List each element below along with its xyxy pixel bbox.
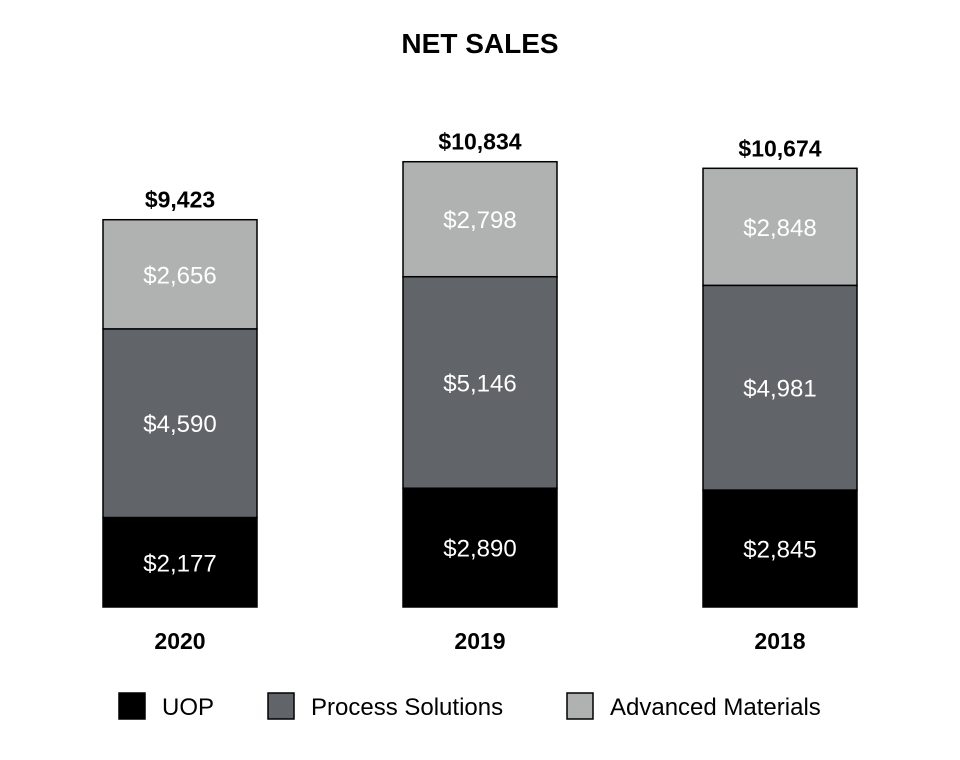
legend-label-advanced-materials: Advanced Materials xyxy=(610,694,821,721)
x-tick-label-2018: 2018 xyxy=(754,628,805,654)
total-label-2020: $9,423 xyxy=(145,187,215,213)
bar-uop-2019 xyxy=(402,487,558,608)
bar-uop-2018 xyxy=(702,489,858,608)
data-label-advanced-materials-2019: $2,798 xyxy=(443,207,516,234)
data-label-uop-2019: $2,890 xyxy=(443,536,516,563)
bar-advanced-materials-2020 xyxy=(102,218,258,330)
bar-advanced-materials-2019 xyxy=(402,160,558,278)
bar-process-solutions-2018 xyxy=(702,284,858,491)
total-label-2018: $10,674 xyxy=(738,135,821,161)
bar-process-solutions-2019 xyxy=(402,275,558,489)
bar-advanced-materials-2018 xyxy=(702,167,858,287)
data-label-process-solutions-2019: $5,146 xyxy=(443,370,516,397)
data-label-process-solutions-2020: $4,590 xyxy=(143,411,216,438)
legend: UOP Process Solutions Advanced Materials xyxy=(118,692,821,721)
total-label-2019: $10,834 xyxy=(438,129,521,155)
legend-swatch-advanced-materials xyxy=(566,692,594,720)
bar-uop-2020 xyxy=(102,516,258,608)
bars-group: $2,177 $4,590 $2,656 $9,423 2020 $2,890 $5,146… xyxy=(102,129,858,654)
legend-label-process-solutions: Process Solutions xyxy=(311,694,503,721)
data-label-uop-2018: $2,845 xyxy=(743,537,816,564)
chart-title: NET SALES xyxy=(401,28,558,59)
data-label-uop-2020: $2,177 xyxy=(143,550,216,577)
data-label-process-solutions-2018: $4,981 xyxy=(743,376,816,403)
legend-swatch-process-solutions xyxy=(267,692,295,720)
data-label-advanced-materials-2020: $2,656 xyxy=(143,262,216,289)
x-tick-label-2020: 2020 xyxy=(154,628,205,654)
bar-process-solutions-2020 xyxy=(102,328,258,519)
legend-label-uop: UOP xyxy=(162,694,214,721)
legend-swatch-uop xyxy=(118,692,146,720)
x-tick-label-2019: 2019 xyxy=(454,628,505,654)
data-label-advanced-materials-2018: $2,848 xyxy=(743,215,816,242)
